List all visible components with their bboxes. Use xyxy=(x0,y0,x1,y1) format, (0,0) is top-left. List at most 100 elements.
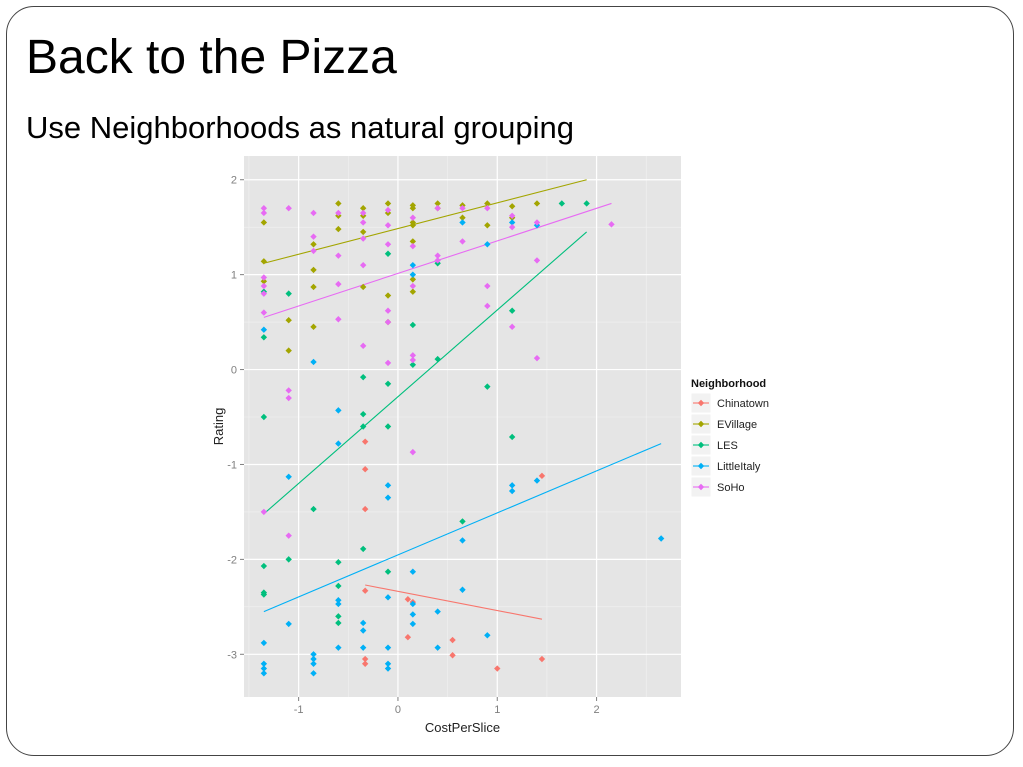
data-point-littleitaly xyxy=(508,219,516,226)
data-point-soho xyxy=(335,316,342,323)
data-point-evillage xyxy=(260,278,268,285)
data-point-les xyxy=(384,423,392,430)
data-point-evillage xyxy=(285,316,292,324)
grid-minor xyxy=(244,156,681,697)
data-point-soho xyxy=(285,394,292,402)
data-point-soho xyxy=(409,214,417,221)
data-point-evillage xyxy=(434,200,441,207)
data-point-soho xyxy=(384,206,392,214)
data-point-littleitaly xyxy=(434,608,441,615)
data-point-les xyxy=(384,568,392,575)
data-point-soho xyxy=(335,209,342,217)
data-point-chinatown xyxy=(361,505,369,513)
data-point-littleitaly xyxy=(384,665,392,672)
legend-title: Neighborhood xyxy=(691,378,766,390)
data-point-soho xyxy=(260,290,268,297)
data-point-soho xyxy=(409,242,417,250)
trend-line-littleitaly xyxy=(263,443,662,613)
data-point-littleitaly xyxy=(310,651,317,658)
data-point-chinatown xyxy=(538,472,546,480)
data-point-les xyxy=(384,250,392,257)
data-point-les xyxy=(359,410,367,418)
legend-key-marker xyxy=(697,441,705,449)
y-tick-label: 0 xyxy=(231,365,237,377)
legend-key-marker xyxy=(697,420,705,428)
data-point-evillage xyxy=(384,292,392,299)
data-point-evillage xyxy=(310,266,317,274)
data-point-littleitaly xyxy=(285,473,292,481)
data-point-chinatown xyxy=(538,655,546,663)
data-point-littleitaly xyxy=(409,620,417,628)
data-point-soho xyxy=(359,261,367,269)
data-point-les xyxy=(583,200,590,207)
data-point-chinatown xyxy=(494,665,501,672)
data-point-littleitaly xyxy=(409,600,417,608)
x-tick-label: 0 xyxy=(395,704,401,716)
data-point-soho xyxy=(484,282,491,290)
data-point-soho xyxy=(533,257,541,264)
data-point-littleitaly xyxy=(384,494,392,501)
data-point-les xyxy=(335,582,342,590)
data-point-littleitaly xyxy=(409,261,417,269)
data-point-littleitaly xyxy=(384,644,392,651)
data-point-soho xyxy=(608,221,615,228)
data-point-evillage xyxy=(359,228,367,236)
x-tick-label: -1 xyxy=(294,704,304,716)
slide-subtitle: Use Neighborhoods as natural grouping xyxy=(26,110,575,145)
data-point-les xyxy=(409,321,417,329)
data-point-littleitaly xyxy=(335,440,342,447)
data-point-soho xyxy=(459,205,466,212)
y-tick-label: -3 xyxy=(227,649,237,661)
data-point-les xyxy=(285,290,292,297)
data-point-littleitaly xyxy=(409,568,417,575)
data-point-soho xyxy=(533,354,541,362)
data-point-soho xyxy=(260,508,268,516)
data-point-soho xyxy=(533,219,541,226)
data-point-les xyxy=(260,562,268,570)
data-point-littleitaly xyxy=(459,219,466,226)
data-point-les xyxy=(558,200,566,207)
data-point-chinatown xyxy=(361,587,369,594)
data-point-evillage xyxy=(310,283,317,291)
data-point-les xyxy=(335,559,342,566)
data-point-soho xyxy=(508,223,516,231)
data-point-soho xyxy=(384,241,392,248)
grid-major xyxy=(244,156,681,697)
data-point-littleitaly xyxy=(484,241,491,248)
data-point-littleitaly xyxy=(335,596,342,604)
data-point-soho xyxy=(409,448,417,456)
data-point-littleitaly xyxy=(260,660,268,667)
y-axis: -3 -2 -1 0 1 2 xyxy=(227,175,244,661)
data-point-soho xyxy=(335,252,342,259)
data-point-soho xyxy=(359,342,367,350)
data-point-littleitaly xyxy=(359,619,367,627)
data-point-littleitaly xyxy=(657,535,665,542)
data-point-les xyxy=(285,556,292,563)
plot-panel xyxy=(244,156,681,697)
data-point-les xyxy=(359,423,367,430)
data-point-soho xyxy=(335,280,342,288)
data-point-soho xyxy=(285,532,292,539)
data-point-chinatown xyxy=(361,438,369,445)
data-point-soho xyxy=(359,209,367,217)
data-point-littleitaly xyxy=(310,660,317,667)
data-point-soho xyxy=(434,252,441,259)
legend-label-littleitaly: LittleItaly xyxy=(717,461,761,473)
data-point-soho xyxy=(409,352,417,359)
y-axis-title: Rating xyxy=(211,408,226,446)
data-point-soho xyxy=(384,359,392,367)
data-point-les xyxy=(409,361,417,369)
data-point-soho xyxy=(384,318,392,326)
data-point-chinatown xyxy=(361,655,369,663)
data-point-soho xyxy=(484,205,491,212)
data-point-littleitaly xyxy=(359,627,367,634)
data-point-les xyxy=(484,383,491,390)
x-axis-title: CostPerSlice xyxy=(425,720,500,735)
data-point-littleitaly xyxy=(359,644,367,651)
data-point-les xyxy=(459,518,466,525)
y-tick-label: 2 xyxy=(231,175,237,187)
data-point-soho xyxy=(310,233,317,240)
data-point-evillage xyxy=(409,288,417,295)
data-point-littleitaly xyxy=(260,639,268,647)
